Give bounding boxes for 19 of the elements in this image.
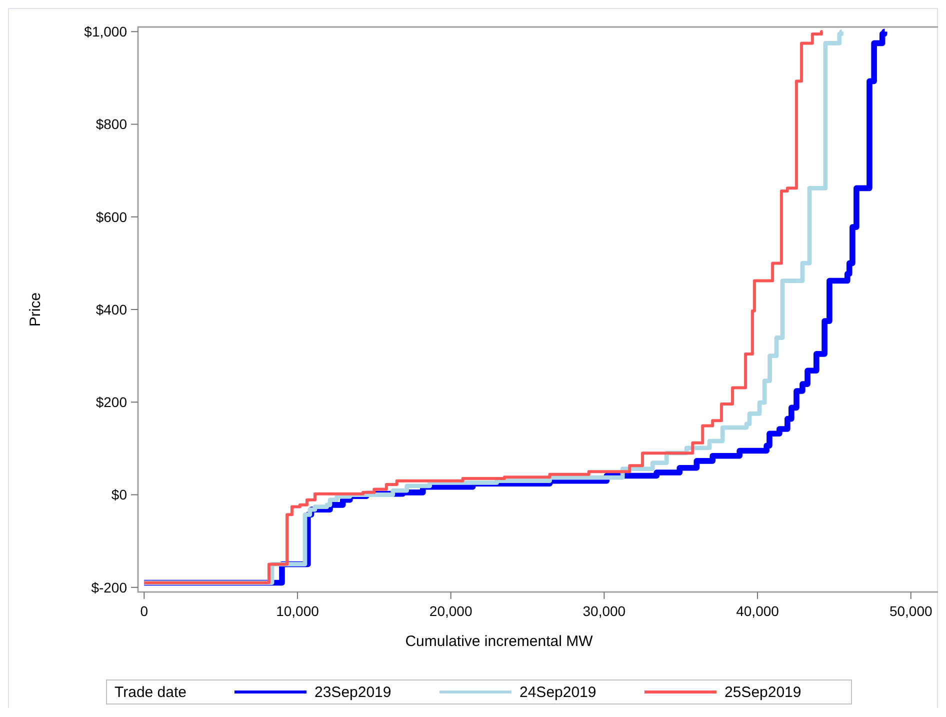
y-tick-label: $200 xyxy=(96,394,128,410)
legend-label: 23Sep2019 xyxy=(314,684,392,701)
x-axis-title: Cumulative incremental MW xyxy=(405,633,594,650)
y-axis-title: Price xyxy=(27,292,44,327)
y-tick-label: $600 xyxy=(96,208,128,225)
legend-label: 25Sep2019 xyxy=(724,684,802,701)
x-tick-label: 0 xyxy=(140,603,148,619)
y-tick-label: $-200 xyxy=(91,579,128,596)
y-tick-label: $0 xyxy=(111,486,128,503)
y-tick-label: $1,000 xyxy=(84,24,128,40)
y-tick-label: $400 xyxy=(96,301,128,318)
x-tick-label: 20,000 xyxy=(429,603,472,619)
x-tick-label: 40,000 xyxy=(736,603,780,619)
legend-label: 24Sep2019 xyxy=(520,684,596,701)
y-tick-label: $800 xyxy=(96,116,128,132)
x-tick-label: 50,000 xyxy=(889,603,932,619)
x-tick-label: 30,000 xyxy=(582,603,626,619)
x-tick-label: 10,000 xyxy=(276,603,320,619)
legend-title: Trade date xyxy=(114,684,186,701)
